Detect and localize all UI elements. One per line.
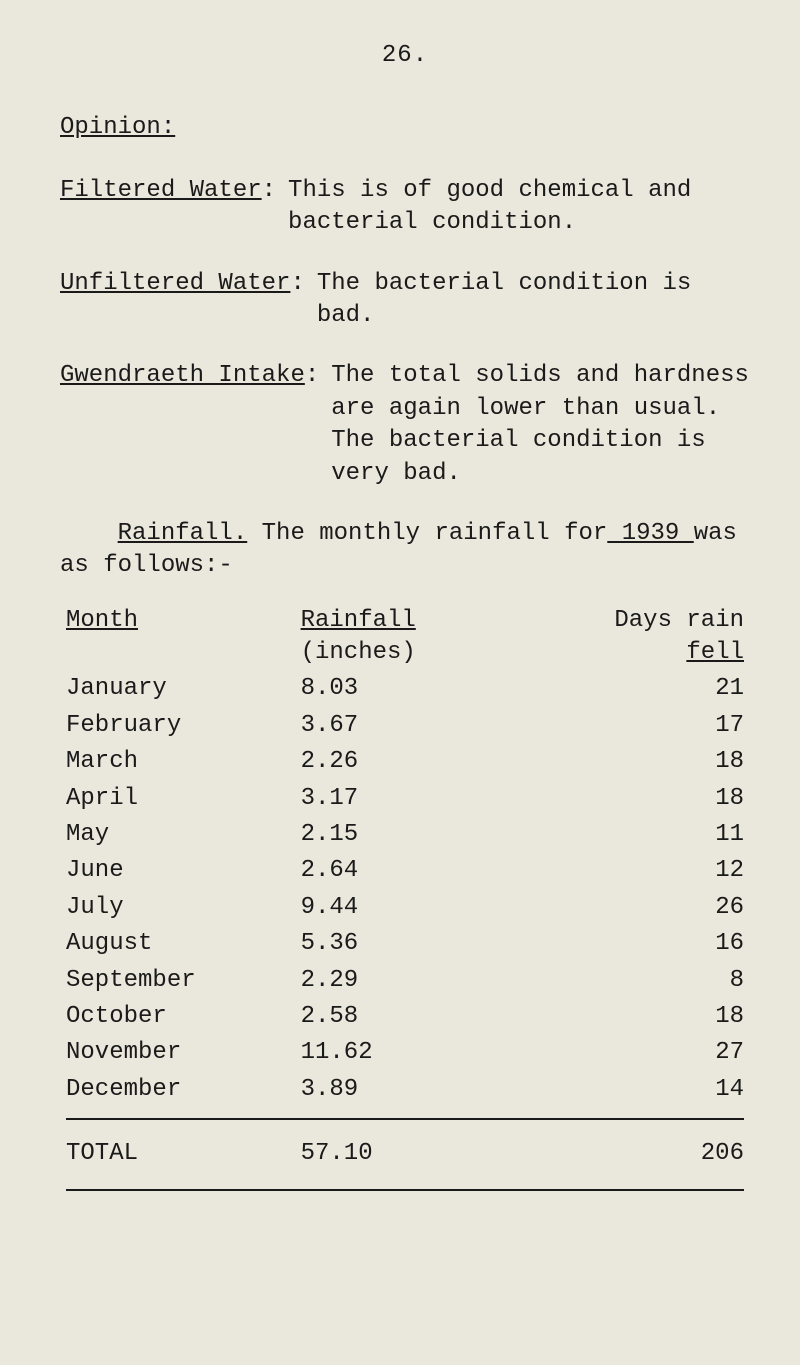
cell-days: 11 <box>522 817 750 853</box>
table-row: July9.4426 <box>60 890 750 926</box>
unfiltered-label: Unfiltered Water <box>60 270 290 297</box>
header-month: Month <box>60 603 295 672</box>
cell-days: 8 <box>522 963 750 999</box>
cell-rain: 2.29 <box>295 963 523 999</box>
cell-rain: 3.67 <box>295 708 523 744</box>
cell-month: January <box>60 671 295 707</box>
rainfall-sentence: Rainfall. The monthly rainfall for 1939 … <box>60 518 750 583</box>
cell-rain: 2.15 <box>295 817 523 853</box>
cell-days: 26 <box>522 890 750 926</box>
header-rainfall: Rainfall (inches) <box>295 603 523 672</box>
cell-month: August <box>60 926 295 962</box>
colon: : <box>305 362 319 389</box>
cell-month: December <box>60 1072 295 1108</box>
filtered-label: Filtered Water <box>60 177 262 204</box>
cell-month: March <box>60 744 295 780</box>
filtered-text: This is of good chemical and bacterial c… <box>288 175 750 240</box>
table-row: September2.298 <box>60 963 750 999</box>
page-content: 26. Opinion: Filtered Water: This is of … <box>0 0 800 1241</box>
rainfall-label: Rainfall. <box>118 520 248 547</box>
cell-month: October <box>60 999 295 1035</box>
cell-rain: 9.44 <box>295 890 523 926</box>
cell-days: 16 <box>522 926 750 962</box>
cell-month: July <box>60 890 295 926</box>
rainfall-year: 1939 <box>607 520 693 547</box>
entry-unfiltered: Unfiltered Water: The bacterial conditio… <box>60 268 750 333</box>
table-header-row: Month Rainfall (inches) Days rain fell <box>60 603 750 672</box>
table-row: June2.6412 <box>60 853 750 889</box>
cell-rain: 5.36 <box>295 926 523 962</box>
table-divider <box>60 1108 750 1130</box>
header-rainfall-bot: (inches) <box>301 637 517 669</box>
cell-month: April <box>60 781 295 817</box>
table-row: October2.5818 <box>60 999 750 1035</box>
total-days: 206 <box>522 1130 750 1178</box>
header-days-bot: fell <box>528 637 744 669</box>
table-row: November11.6227 <box>60 1035 750 1071</box>
gwendraeth-label: Gwendraeth Intake <box>60 362 305 389</box>
rainfall-table: Month Rainfall (inches) Days rain fell J… <box>60 603 750 1201</box>
table-row: March2.2618 <box>60 744 750 780</box>
cell-rain: 2.64 <box>295 853 523 889</box>
cell-month: September <box>60 963 295 999</box>
header-days-top: Days rain <box>528 605 744 637</box>
cell-month: June <box>60 853 295 889</box>
cell-month: May <box>60 817 295 853</box>
cell-rain: 11.62 <box>295 1035 523 1071</box>
cell-rain: 8.03 <box>295 671 523 707</box>
header-days: Days rain fell <box>522 603 750 672</box>
cell-rain: 2.26 <box>295 744 523 780</box>
cell-days: 21 <box>522 671 750 707</box>
table-row: February3.6717 <box>60 708 750 744</box>
cell-month: February <box>60 708 295 744</box>
table-total-row: TOTAL 57.10 206 <box>60 1130 750 1178</box>
unfiltered-text: The bacterial condition is bad. <box>317 268 750 333</box>
header-rainfall-top: Rainfall <box>301 605 517 637</box>
table-row: January8.0321 <box>60 671 750 707</box>
cell-days: 27 <box>522 1035 750 1071</box>
cell-days: 18 <box>522 744 750 780</box>
page-number: 26. <box>60 40 750 72</box>
opinion-heading: Opinion: <box>60 112 750 144</box>
table-divider <box>60 1179 750 1201</box>
entry-gwendraeth: Gwendraeth Intake: The total solids and … <box>60 360 750 490</box>
cell-rain: 2.58 <box>295 999 523 1035</box>
cell-days: 17 <box>522 708 750 744</box>
colon: : <box>290 270 304 297</box>
entry-filtered: Filtered Water: This is of good chemical… <box>60 175 750 240</box>
cell-days: 18 <box>522 781 750 817</box>
cell-rain: 3.89 <box>295 1072 523 1108</box>
rainfall-text-a: The monthly rainfall for <box>247 520 607 547</box>
cell-month: November <box>60 1035 295 1071</box>
colon: : <box>262 177 276 204</box>
cell-days: 12 <box>522 853 750 889</box>
cell-days: 14 <box>522 1072 750 1108</box>
total-label: TOTAL <box>60 1130 295 1178</box>
cell-rain: 3.17 <box>295 781 523 817</box>
table-row: May2.1511 <box>60 817 750 853</box>
total-rain: 57.10 <box>295 1130 523 1178</box>
gwendraeth-text: The total solids and hardness are again … <box>331 360 750 490</box>
table-row: April3.1718 <box>60 781 750 817</box>
table-row: December3.8914 <box>60 1072 750 1108</box>
table-body: January8.0321 February3.6717 March2.2618… <box>60 671 750 1200</box>
cell-days: 18 <box>522 999 750 1035</box>
table-row: August5.3616 <box>60 926 750 962</box>
